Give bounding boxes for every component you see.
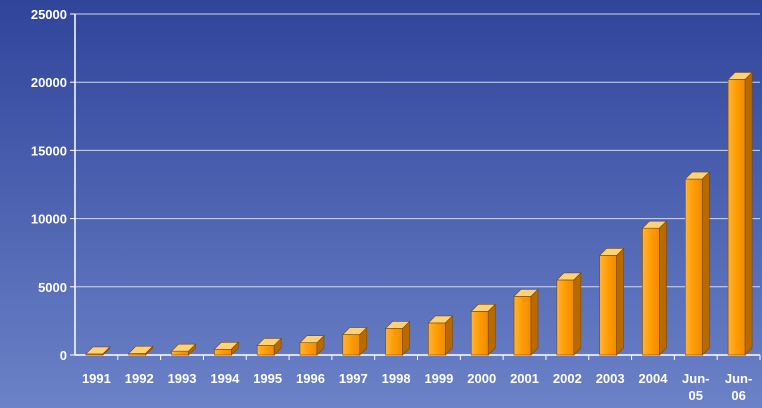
x-tick-label: Jun-: [725, 371, 752, 386]
bar-1991: [85, 346, 111, 356]
bar-1993: [170, 343, 197, 356]
bar-side: [445, 315, 453, 356]
x-tick-label: 2002: [553, 371, 582, 386]
bar-Jun-05: [684, 171, 711, 356]
bar-side: [145, 345, 154, 356]
bar-front: [599, 255, 617, 356]
bar-side: [616, 247, 624, 356]
bar-front: [256, 345, 275, 356]
bar-1999: [427, 315, 454, 356]
bar-side: [744, 71, 753, 356]
y-tick-label: 20000: [31, 75, 67, 90]
bar-front: [556, 279, 575, 356]
bar-front: [513, 296, 532, 356]
y-tick-labels: 0 5000 10000 15000 20000 25000: [31, 7, 67, 363]
x-tick-label: 1994: [210, 371, 240, 386]
bar-2000: [470, 303, 496, 356]
bar-1998: [384, 320, 411, 356]
bar-front: [428, 322, 446, 356]
bar-front: [214, 348, 232, 356]
bar-1997: [342, 326, 368, 356]
bars: [85, 71, 753, 356]
bar-side: [102, 346, 111, 356]
bar-side: [316, 334, 325, 356]
bar-1996: [299, 334, 325, 356]
bar-side: [530, 288, 539, 356]
y-tick-label: 15000: [31, 143, 67, 158]
x-tick-label: 1997: [339, 371, 368, 386]
bar-Jun-06: [727, 71, 753, 356]
x-tick-label: 1999: [424, 371, 453, 386]
bar-front: [299, 342, 318, 356]
x-tick-label: 1993: [168, 371, 197, 386]
x-tick-label: 2003: [596, 371, 625, 386]
x-tick-label: 2001: [510, 371, 539, 386]
bar-front: [342, 334, 361, 356]
bar-side: [231, 341, 239, 356]
bar-side: [487, 303, 496, 356]
y-tick-label: 10000: [31, 212, 67, 227]
bar-side: [573, 272, 582, 356]
x-tick-label: 06: [731, 388, 745, 403]
y-tick-label: 5000: [38, 280, 67, 295]
bar-side: [659, 220, 667, 356]
bar-side: [273, 337, 282, 356]
bar-2002: [556, 272, 582, 356]
x-tick-labels: 1991 1992 1993 1994 1995 1996 1997 1998 1999 2000…: [82, 371, 752, 403]
x-tick-label: 1998: [382, 371, 411, 386]
bar-front: [684, 178, 703, 356]
bar-front: [727, 79, 746, 356]
bar-1994: [213, 341, 240, 356]
bar-1992: [127, 345, 154, 356]
y-tick-label: 25000: [31, 7, 67, 22]
bar-front: [385, 328, 403, 356]
bar-side: [188, 343, 196, 356]
x-tick-label: 1991: [82, 371, 111, 386]
x-tick-label: 1996: [296, 371, 325, 386]
y-tick-label: 0: [60, 348, 67, 363]
bar-front: [470, 311, 489, 356]
x-tick-label: 2004: [639, 371, 669, 386]
bar-2001: [513, 288, 539, 356]
bar-side: [359, 326, 368, 356]
bar-2004: [641, 220, 668, 356]
bar-2003: [598, 247, 625, 356]
bar-front: [642, 227, 660, 356]
bar-side: [402, 320, 410, 356]
bar-1995: [256, 337, 282, 356]
x-tick-label: 1995: [253, 371, 282, 386]
x-tick-label: 1992: [125, 371, 154, 386]
x-tick-label: 05: [689, 388, 703, 403]
bar-side: [701, 171, 710, 356]
bar-front: [171, 350, 189, 356]
x-tick-label: Jun-: [682, 371, 709, 386]
x-tick-label: 2000: [467, 371, 496, 386]
